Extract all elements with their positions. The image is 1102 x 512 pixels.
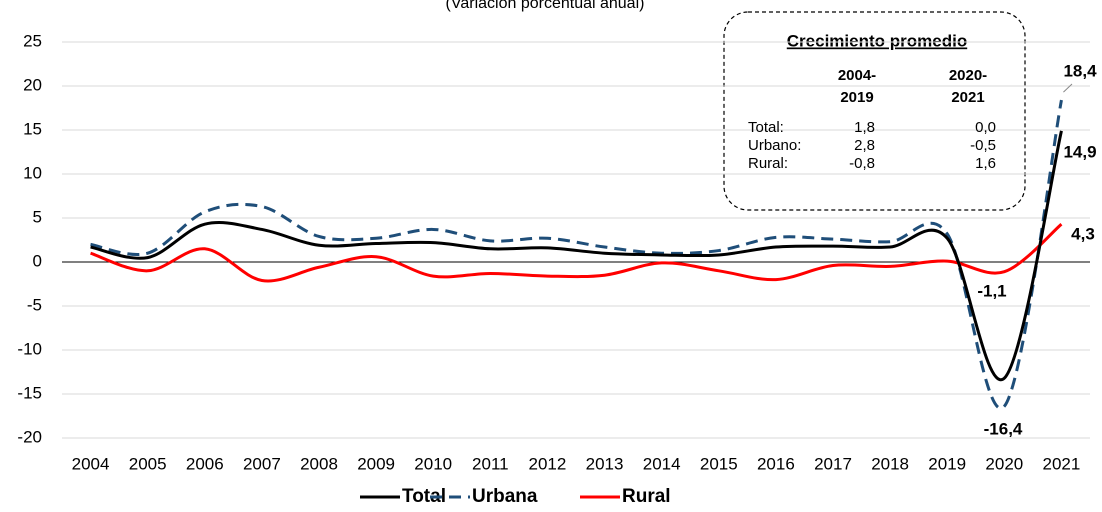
box-column-header: 2020- [949,67,987,84]
y-tick-label: 0 [33,251,42,270]
box-column-header: 2019 [840,89,873,106]
box-cell: -0,5 [970,137,996,154]
box-row-label: Total: [748,119,784,136]
x-tick-label: 2012 [529,454,567,473]
data-label: 14,9 [1063,142,1096,161]
summary-box [723,11,1026,211]
x-tick-label: 2019 [928,454,966,473]
series-line [90,99,1063,410]
leader-line [1063,83,1073,93]
x-tick-label: 2017 [814,454,852,473]
y-tick-label: 15 [23,119,42,138]
box-cell: 2,8 [854,137,875,154]
x-tick-label: 2014 [643,454,681,473]
x-tick-label: 2015 [700,454,738,473]
x-tick-label: 2011 [472,454,509,473]
series-line [90,130,1063,382]
box-cell: 1,6 [975,155,996,172]
y-tick-label: 5 [33,207,42,226]
y-tick-label: 20 [23,75,42,94]
data-label: 18,4 [1063,61,1097,80]
grid [62,41,1090,439]
x-tick-label: 2020 [985,454,1023,473]
y-tick-label: -10 [17,339,42,358]
series-line [90,223,1063,283]
box-cell: -0,8 [849,155,875,172]
x-tick-label: 2005 [129,454,167,473]
box-column-header: 2021 [951,89,984,106]
x-tick-label: 2004 [72,454,110,473]
x-tick-label: 2021 [1043,454,1081,473]
box-title: Crecimiento promedio [787,31,967,50]
data-label: 4,3 [1071,224,1095,243]
x-tick-label: 2013 [586,454,624,473]
x-tick-label: 2016 [757,454,795,473]
y-tick-label: -5 [27,295,42,314]
data-label: -16,4 [984,419,1023,438]
box-row-label: Rural: [748,155,788,172]
x-tick-label: 2009 [357,454,395,473]
y-tick-label: -20 [17,427,42,446]
y-tick-label: 10 [23,163,42,182]
x-tick-label: 2008 [300,454,338,473]
x-tick-label: 2018 [871,454,909,473]
chart-subtitle: (Variación porcentual anual) [446,0,645,12]
x-tick-label: 2007 [243,454,281,473]
data-label: -1,1 [977,281,1006,300]
box-row-label: Urbano: [748,137,801,154]
box-column-header: 2004- [838,67,876,84]
legend-label: Rural [622,486,671,507]
legend-label: Total [402,486,446,507]
x-tick-label: 2006 [186,454,224,473]
box-cell: 1,8 [854,119,875,136]
box-cell: 0,0 [975,119,996,136]
legend-label: Urbana [472,486,538,507]
x-tick-label: 2010 [414,454,452,473]
y-tick-label: 25 [23,31,42,50]
y-tick-label: -15 [17,383,42,402]
